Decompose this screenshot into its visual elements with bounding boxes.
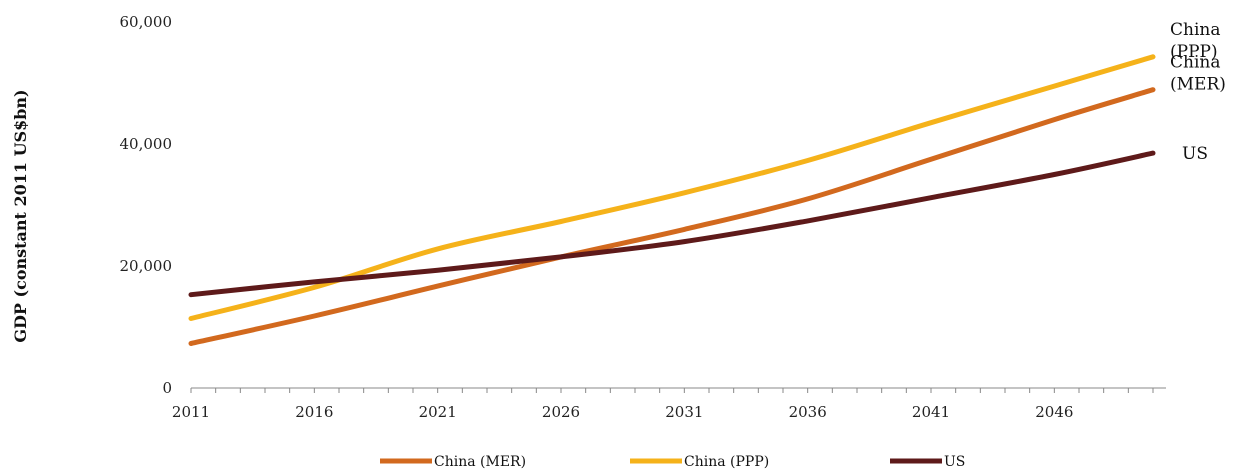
end-label-us: US [1182, 144, 1208, 164]
x-tick-label: 2031 [665, 403, 703, 421]
y-tick-label: 40,000 [120, 135, 173, 153]
end-label-china-ppp: (PPP) [1170, 42, 1218, 62]
end-label-china-mer: (MER) [1170, 75, 1226, 95]
legend-label-china-mer: China (MER) [434, 454, 526, 470]
y-tick-label: 0 [162, 379, 172, 397]
series-lines-group [191, 57, 1153, 344]
end-labels-group: China(MER)China(PPP)US [1170, 20, 1226, 164]
end-label-china-ppp: China [1170, 20, 1220, 40]
x-tick-label: 2026 [542, 403, 580, 421]
x-tick-label: 2046 [1035, 403, 1073, 421]
x-tick-label: 2016 [295, 403, 333, 421]
legend-label-china-ppp: China (PPP) [684, 454, 769, 470]
legend-label-us: US [944, 454, 965, 470]
series-line-china-mer [191, 90, 1153, 344]
x-ticks-group: 2011 2016 2021 2026 2031 2036 2041 2046 [172, 388, 1153, 421]
x-tick-label: 2036 [789, 403, 827, 421]
y-ticks-group: 0 20,000 40,000 60,000 [120, 13, 173, 397]
y-tick-label: 20,000 [120, 257, 173, 275]
x-tick-label: 2011 [172, 403, 210, 421]
x-tick-label: 2041 [912, 403, 950, 421]
series-line-us [191, 153, 1153, 295]
y-tick-label: 60,000 [120, 13, 173, 31]
legend: China (MER) China (PPP) US [380, 454, 965, 470]
y-axis-title: GDP (constant 2011 US$bn) [11, 89, 30, 342]
x-tick-label: 2021 [419, 403, 457, 421]
